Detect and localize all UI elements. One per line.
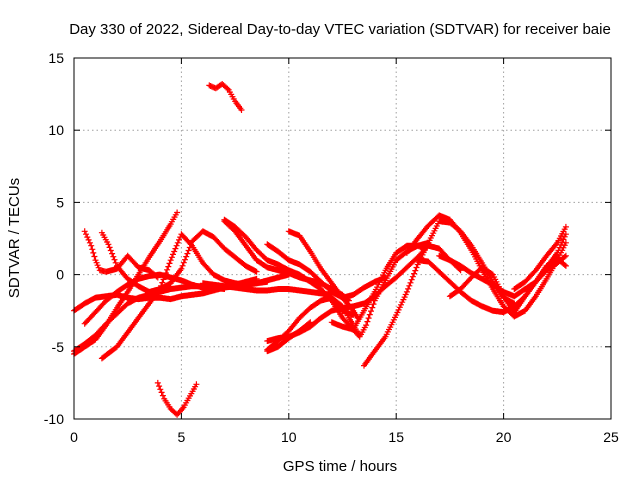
- data-points: [206, 81, 245, 113]
- x-tick-label: 15: [388, 429, 404, 445]
- series-track-12: [199, 280, 335, 298]
- series-track-7: [98, 231, 292, 362]
- x-tick-label: 0: [70, 429, 78, 445]
- series-track-25: [511, 223, 569, 292]
- y-tick-label: -5: [52, 339, 65, 355]
- series-track-24: [446, 255, 569, 316]
- series-track-21: [403, 212, 569, 320]
- plot-frame: [73, 57, 612, 420]
- data-points: [154, 379, 200, 418]
- x-axis-label: GPS time / hours: [283, 458, 397, 475]
- x-tick-label: 25: [603, 429, 619, 445]
- data-points: [403, 212, 569, 320]
- y-tick-label: 0: [56, 267, 64, 283]
- y-tick-label: 5: [56, 194, 64, 210]
- series-track-17: [264, 319, 314, 355]
- series-track-13: [264, 241, 389, 301]
- grid: [74, 58, 611, 419]
- x-tick-label: 20: [496, 429, 512, 445]
- chart-title: Day 330 of 2022, Sidereal Day-to-day VTE…: [69, 21, 611, 38]
- ticks: 0 5 10 15 20 25 -10 -5 0 5 10 15: [44, 50, 619, 445]
- y-tick-label: -10: [44, 411, 64, 427]
- data-points: [98, 231, 292, 362]
- data-points: [264, 319, 314, 355]
- data-points: [98, 228, 260, 295]
- series-track-9: [206, 81, 245, 113]
- y-axis-label: SDTVAR / TECUs: [6, 178, 23, 298]
- x-tick-label: 10: [281, 429, 297, 445]
- data-points: [264, 241, 389, 301]
- x-tick-label: 5: [178, 429, 186, 445]
- series-track-6: [98, 228, 260, 295]
- series-layer: [71, 81, 569, 418]
- series-track-8: [154, 379, 200, 418]
- data-points: [199, 280, 335, 298]
- y-tick-label: 10: [48, 122, 64, 138]
- data-points: [511, 223, 569, 292]
- y-tick-label: 15: [48, 50, 64, 66]
- data-points: [446, 255, 569, 316]
